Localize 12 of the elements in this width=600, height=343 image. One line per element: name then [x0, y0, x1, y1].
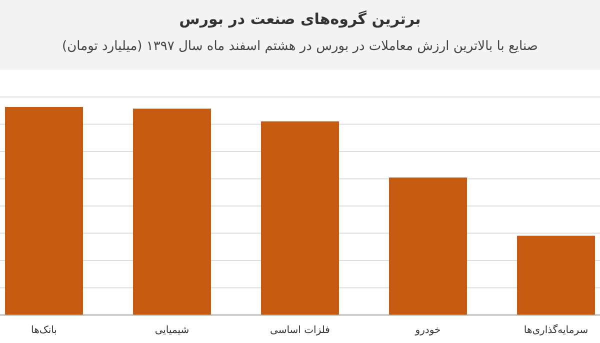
x-tick-label: خودرو — [414, 325, 441, 336]
x-tick-label: سرمایه‌گذاری‌ها — [524, 324, 588, 336]
chart-subtitle: صنایع با بالاترین ارزش معاملات در بورس در هشتم اسفند ماه سال ۱۳۹۷ (میلیارد تومان) — [62, 39, 538, 54]
bar — [5, 107, 83, 315]
bar — [389, 178, 467, 315]
x-tick-label: بانک‌ها — [31, 325, 57, 336]
bar — [261, 121, 339, 315]
x-tick-label: فلزات اساسی — [270, 325, 330, 336]
x-tick-label: شیمیایی — [154, 325, 190, 336]
bar — [133, 108, 211, 315]
chart-title: برترین گروه‌های صنعت در بورس — [179, 10, 421, 28]
bar — [517, 236, 595, 315]
